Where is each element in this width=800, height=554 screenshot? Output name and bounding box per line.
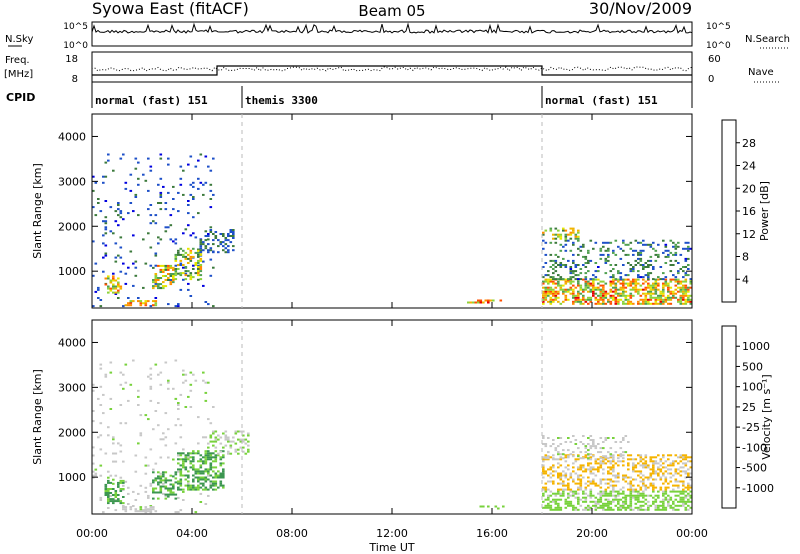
x-axis-label: Time UT [368, 541, 414, 554]
power-echo-region-7 [542, 278, 693, 305]
power-echo-region-6 [467, 299, 503, 304]
power-echo-region-0 [92, 153, 215, 308]
power-echo-region-5 [199, 229, 235, 254]
power-echo-region-2 [124, 300, 158, 307]
cpid-label: CPID [6, 91, 35, 104]
velocity-panel: 1000 2000 3000 4000 Slant Range [km] 1000 50… [31, 319, 774, 515]
x-axis: 00:00 04:00 08:00 12:00 16:00 20:00 00:00 [76, 114, 708, 540]
freq-label-line1: Freq. [5, 55, 30, 66]
nave-tick-bottom: 0 [708, 74, 714, 85]
nsky-tick-top: 10^5 [63, 22, 88, 32]
freq-tick-top: 18 [65, 54, 78, 65]
cpid-panel: CPID normal (fast) 151 themis 3300 normal … [6, 82, 693, 108]
power-echo-region-9 [542, 227, 580, 240]
power-echo-region-8 [542, 239, 693, 281]
velocity-echo-region-6 [479, 505, 505, 510]
power-ytick: 1000 [58, 265, 86, 278]
velocity-ytick: 4000 [58, 336, 86, 349]
velocity-echo-region-8 [542, 454, 693, 491]
velocity-ylabel: Slant Range [km] [31, 369, 44, 465]
power-ylabel: Slant Range [km] [31, 163, 44, 259]
power-colorbar-label: Power [dB] [758, 181, 771, 241]
power-panel: 1000 2000 3000 4000 Slant Range [km] 4 8 12 16… [31, 113, 771, 309]
x-tick-label: 04:00 [176, 527, 208, 540]
nsearch-label: N.Search [745, 34, 790, 45]
velocity-echo-region-2 [122, 506, 158, 513]
power-colorbar-tick: 20 [742, 182, 756, 195]
power-ytick: 3000 [58, 175, 86, 188]
beam-title: Beam 05 [358, 2, 425, 20]
power-echo-region-1 [104, 275, 123, 294]
x-tick-label: 00:00 [76, 527, 108, 540]
power-colorbar-tick: 8 [742, 251, 749, 264]
velocity-ytick: 2000 [58, 426, 86, 439]
velocity-colorbar-tick: 500 [742, 360, 763, 373]
velocity-colorbar-tick: -100 [742, 441, 767, 454]
power-echo-region-3 [152, 264, 175, 290]
nave-tick-top: 60 [708, 54, 721, 65]
x-tick-label: 20:00 [576, 527, 608, 540]
velocity-echo-region-5 [207, 430, 250, 455]
velocity-colorbar-label: Velocity [m s⁻¹] [760, 374, 773, 459]
cpid-segment-0: normal (fast) 151 [95, 94, 208, 107]
freq-label-line2: [MHz] [4, 69, 33, 80]
freq-panel: Freq. [MHz] 18 8 60 0 Nave [4, 51, 780, 85]
velocity-echo-region-1 [104, 479, 125, 505]
velocity-colorbar-tick: -500 [742, 462, 767, 475]
x-tick-label: 08:00 [276, 527, 308, 540]
nave-label: Nave [748, 67, 774, 78]
power-ytick: 2000 [58, 220, 86, 233]
station-title: Syowa East (fitACF) [92, 0, 249, 18]
nave-trace [91, 66, 693, 72]
freq-tick-bottom: 8 [72, 74, 78, 85]
power-colorbar-tick: 12 [742, 228, 756, 241]
velocity-ytick: 3000 [58, 381, 86, 394]
power-colorbar-tick: 24 [742, 160, 756, 173]
cpid-segment-1: themis 3300 [245, 94, 318, 107]
velocity-echo-region-7 [542, 490, 693, 511]
nsky-trace [91, 22, 693, 34]
freq-trace [92, 65, 692, 76]
power-colorbar-tick: 28 [742, 137, 756, 150]
velocity-colorbar-tick: 100 [742, 381, 763, 394]
power-colorbar-tick: 16 [742, 205, 756, 218]
velocity-colorbar-tick: -1000 [742, 482, 774, 495]
velocity-colorbar-tick: -25 [742, 421, 760, 434]
power-ytick: 4000 [58, 130, 86, 143]
x-tick-label: 00:00 [676, 527, 708, 540]
nsearch-tick-top: 10^5 [706, 22, 731, 32]
velocity-ytick: 1000 [58, 471, 86, 484]
cpid-segment-2: normal (fast) 151 [545, 94, 658, 107]
mode-change-dividers [241, 114, 543, 514]
nsky-tick-bottom: 10^0 [63, 41, 88, 51]
velocity-echo-region-3 [152, 471, 178, 500]
power-colorbar-tick: 4 [742, 273, 749, 286]
nsky-label: N.Sky [5, 34, 33, 45]
x-tick-label: 12:00 [376, 527, 408, 540]
velocity-echo-region-4 [177, 450, 225, 491]
nsky-panel: N.Sky 10^5 10^0 10^5 10^0 N.Search [5, 21, 790, 51]
velocity-colorbar-tick: 25 [742, 401, 756, 414]
velocity-echo-region-9 [542, 435, 630, 460]
x-tick-label: 16:00 [476, 527, 508, 540]
date-title: 30/Nov/2009 [589, 0, 692, 18]
nsearch-tick-bottom: 10^0 [706, 41, 731, 51]
velocity-colorbar-tick: 1000 [742, 340, 770, 353]
